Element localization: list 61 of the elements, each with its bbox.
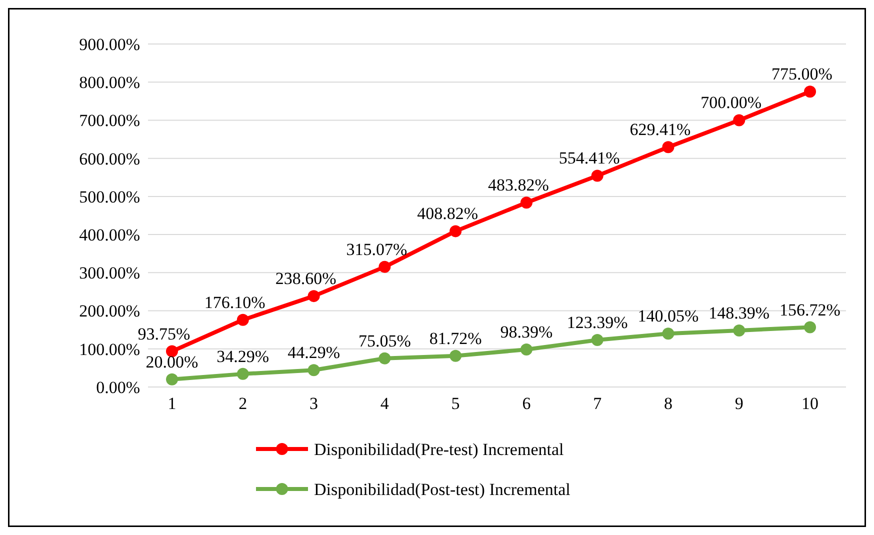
data-label: 315.07%: [346, 240, 408, 259]
point: [591, 170, 604, 182]
data-label: 148.39%: [708, 303, 770, 322]
data-label: 483.82%: [488, 176, 549, 195]
data-label: 156.72%: [780, 300, 840, 320]
data-label: 700.00%: [700, 93, 762, 112]
point: [733, 114, 746, 126]
point: [591, 334, 604, 346]
point: [308, 290, 320, 302]
x-tick-label: 6: [522, 394, 531, 413]
y-tick-label: 0.00%: [96, 378, 140, 397]
y-tick-label: 500.00%: [79, 187, 140, 206]
x-tick-label: 3: [310, 394, 318, 413]
point: [236, 314, 249, 326]
data-label: 34.29%: [216, 346, 270, 366]
y-tick-label: 400.00%: [79, 226, 140, 245]
x-tick-label: 2: [238, 394, 248, 413]
point: [236, 368, 249, 380]
y-tick-label: 900.00%: [79, 34, 140, 54]
y-tick-label: 100.00%: [79, 340, 140, 359]
point: [308, 364, 320, 376]
data-label: 44.29%: [288, 343, 340, 362]
point: [804, 321, 816, 334]
x-tick-label: 5: [451, 394, 460, 413]
x-tick-label: 10: [802, 394, 818, 413]
x-tick-label: 4: [380, 394, 390, 413]
data-label: 629.41%: [630, 120, 691, 140]
x-tick-label: 7: [593, 394, 602, 413]
legend-label: Disponibilidad(Pre-test) Incremental: [314, 440, 564, 459]
x-tick-label: 9: [734, 394, 744, 413]
x-tick-label: 1: [168, 394, 176, 413]
point: [520, 196, 532, 209]
point: [378, 352, 391, 364]
point: [520, 344, 532, 356]
point: [662, 141, 674, 154]
data-label: 20.00%: [146, 352, 198, 372]
y-tick-label: 600.00%: [79, 149, 140, 168]
point: [166, 373, 178, 386]
y-tick-label: 300.00%: [79, 264, 140, 283]
data-label: 176.10%: [204, 292, 266, 312]
data-label: 98.39%: [500, 322, 553, 342]
x-tick-label: 8: [664, 394, 672, 413]
point: [450, 225, 462, 238]
data-label: 75.05%: [358, 331, 411, 350]
y-tick-label: 200.00%: [79, 302, 140, 321]
point: [733, 324, 746, 336]
legend-label: Disponibilidad(Post-test) Incremental: [314, 480, 571, 499]
point: [662, 328, 674, 340]
data-label: 93.75%: [138, 324, 190, 344]
y-tick-label: 700.00%: [79, 111, 140, 130]
data-label: 123.39%: [566, 312, 628, 332]
data-label: 408.82%: [417, 204, 478, 224]
data-label: 775.00%: [772, 64, 832, 84]
y-tick-label: 800.00%: [79, 73, 140, 92]
data-label: 140.05%: [638, 306, 699, 326]
data-label: 554.41%: [558, 148, 620, 168]
point: [378, 260, 391, 273]
data-label: 238.60%: [275, 269, 336, 288]
point: [804, 86, 816, 98]
data-label: 81.72%: [429, 328, 482, 348]
point: [450, 350, 462, 362]
